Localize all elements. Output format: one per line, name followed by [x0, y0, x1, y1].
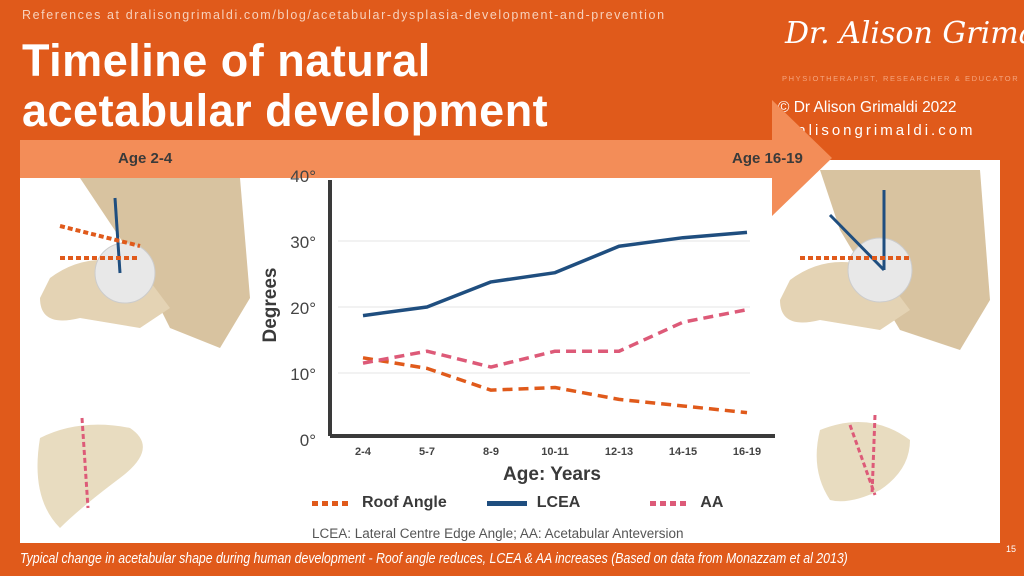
series-line-roof-angle [362, 356, 748, 415]
legend-swatch [486, 500, 527, 506]
title-line: acetabular development [22, 85, 549, 136]
hip-illustration-young [37, 178, 250, 528]
series-line-lcea [362, 230, 748, 318]
page-title: Timeline of natural acetabular developmen… [22, 36, 548, 136]
age-start-label: Age 2-4 [118, 150, 173, 167]
x-tick-label: 16-19 [733, 446, 761, 458]
age-end-label: Age 16-19 [732, 150, 803, 167]
logo: Dr. Alison Grimaldi [785, 16, 1024, 51]
series-line-aa [362, 307, 748, 369]
tagline: PHYSIOTHERAPIST, RESEARCHER & EDUCATOR [782, 74, 1020, 83]
legend-swatch [312, 500, 352, 506]
x-tick-label: 10-11 [541, 446, 569, 458]
legend-swatch [650, 500, 691, 506]
y-tick-label: 20° [290, 299, 316, 318]
x-tick-label: 14-15 [669, 446, 697, 458]
x-axis-title: Age: Years [503, 464, 601, 485]
legend-item: Roof Angle [312, 494, 447, 512]
abbreviations-note: LCEA: Lateral Centre Edge Angle; AA: Ace… [312, 526, 684, 541]
legend-label: AA [700, 494, 724, 511]
caption: Typical change in acetabular shape durin… [20, 550, 848, 567]
y-axis-title: Degrees [260, 268, 281, 343]
hip-illustration-adult [780, 170, 990, 502]
legend-item: LCEA [486, 494, 581, 512]
y-tick-label: 10° [290, 365, 316, 384]
legend: Roof Angle LCEA AA [312, 494, 763, 512]
legend-label: LCEA [536, 494, 581, 511]
x-tick-label: 8-9 [483, 446, 499, 458]
reference-text: References at dralisongrimaldi.com/blog/… [22, 8, 666, 22]
line-chart: 0° 10° 20° 30° 40° 2-4 5-7 8-9 10-11 12-13 14-15 16… [260, 170, 775, 485]
legend-label: Roof Angle [362, 494, 447, 511]
y-tick-label: 30° [290, 233, 316, 252]
x-tick-label: 12-13 [605, 446, 633, 458]
legend-item: AA [650, 494, 723, 512]
title-line: Timeline of natural [22, 35, 431, 86]
arrow-head-icon [772, 100, 832, 216]
page-number: 15 [1006, 544, 1017, 554]
y-tick-label: 40° [290, 170, 316, 186]
x-tick-label: 5-7 [419, 446, 435, 458]
y-tick-label: 0° [300, 431, 316, 450]
timeline-arrow [20, 140, 772, 178]
x-tick-label: 2-4 [355, 446, 372, 458]
